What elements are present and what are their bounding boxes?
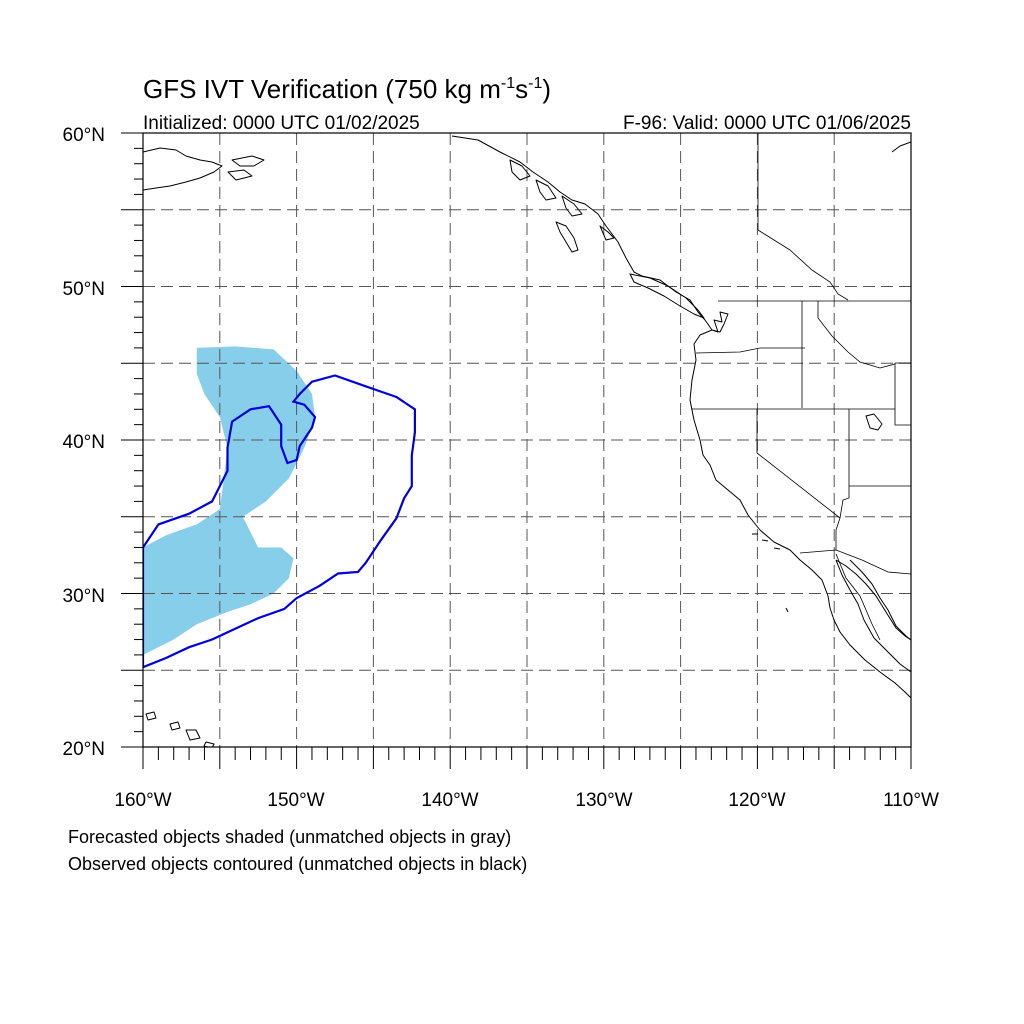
alaska-panhandle-islands [509,159,615,241]
y-tick-label-30n: 30°N [63,586,105,607]
hudson-bay-coast [891,141,911,153]
idaho-border [801,301,896,408]
alaska-coast [143,147,223,191]
x-axis-labels: 160°W 150°W 140°W 130°W 120°W 110°W [114,790,939,811]
great-salt-lake [865,413,883,431]
channel-islands [752,533,789,613]
forecast-note: Forecasted objects shaded (unmatched obj… [68,827,511,847]
california-nevada-border [756,409,841,519]
map-area [143,133,911,747]
axis-ticks [121,132,912,769]
title-main: GFS IVT Verification (750 kg m [143,74,501,104]
title-mid: s [515,74,528,104]
west-coast-coastline [451,135,911,699]
x-tick-label-110w: 110°W [883,790,939,811]
graticule [143,133,911,747]
y-tick-label-20n: 20°N [63,739,105,760]
observed-note: Observed objects contoured (unmatched ob… [68,854,527,874]
valid-label: F-96: Valid: 0000 UTC 01/06/2025 [623,113,911,134]
canada-alaska-border [757,133,849,301]
title-sup-1: -1 [501,75,515,92]
nevada-arizona-border [835,409,850,550]
hawaii-islands [145,711,215,747]
x-tick-label-140w: 140°W [421,790,478,811]
y-tick-label-60n: 60°N [63,125,105,146]
us-mexico-border [799,549,911,575]
title-end: ) [542,74,551,104]
figure-title: GFS IVT Verification (750 kg m-1s-1) [143,74,551,104]
gulf-of-california-coast [835,559,911,673]
alaska-islands [227,155,265,181]
x-tick-label-150w: 150°W [267,790,324,811]
x-tick-label-120w: 120°W [728,790,785,811]
washington-oregon-border [695,347,805,354]
forecast-object [143,346,315,655]
y-axis-labels: 20°N 30°N 40°N 50°N 60°N [63,125,105,760]
initialized-label: Initialized: 0000 UTC 01/02/2025 [143,113,420,134]
coastlines [143,135,911,747]
x-tick-label-130w: 130°W [575,790,632,811]
haida-gwaii [555,221,579,253]
x-tick-label-160w: 160°W [114,790,171,811]
y-tick-label-40n: 40°N [63,432,105,453]
title-sup-2: -1 [528,75,542,92]
mainland-mexico-coast [849,559,911,641]
wyoming-box [894,362,911,426]
baja-border [835,553,881,641]
political-borders [692,133,911,641]
y-tick-label-50n: 50°N [63,279,105,300]
vancouver-island [629,273,705,319]
observed-object [143,374,416,669]
